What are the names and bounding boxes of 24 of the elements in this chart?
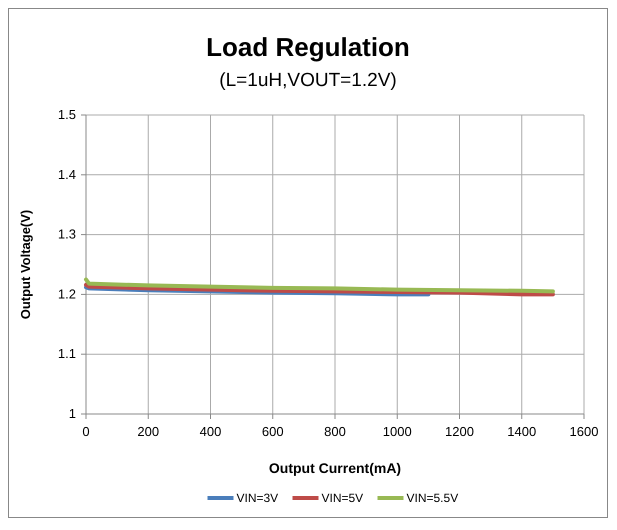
line-series xyxy=(84,282,555,296)
x-tick-label: 1000 xyxy=(382,424,412,439)
x-tick-label: 1400 xyxy=(507,424,536,439)
y-tick-label: 1.2 xyxy=(58,286,76,302)
chart-title: Load Regulation xyxy=(206,32,410,62)
x-tick-label: 400 xyxy=(200,424,222,439)
x-tick-label: 200 xyxy=(137,424,160,439)
x-axis-title: Output Current(mA) xyxy=(268,460,402,476)
y-tick-label: 1.1 xyxy=(58,346,76,362)
y-tick-label: 1.3 xyxy=(58,226,76,242)
x-tick-label: 1600 xyxy=(570,424,598,439)
line-series xyxy=(84,277,555,294)
legend-label: VIN=5V xyxy=(322,491,364,505)
y-tick-label: 1.4 xyxy=(58,166,76,182)
y-tick-label: 1 xyxy=(68,406,76,421)
x-tick-label: 600 xyxy=(262,424,284,439)
legend-label: VIN=5.5V xyxy=(406,491,458,505)
x-tick-label: 0 xyxy=(82,424,90,439)
x-tick-label: 1200 xyxy=(445,424,474,439)
legend-label: VIN=3V xyxy=(236,491,278,505)
y-axis-title: Output Voltage(V) xyxy=(18,210,33,320)
y-tick-label: 1.5 xyxy=(58,107,76,122)
chart-subtitle: (L=1uH,VOUT=1.2V) xyxy=(219,70,397,91)
x-tick-label: 800 xyxy=(324,424,346,439)
